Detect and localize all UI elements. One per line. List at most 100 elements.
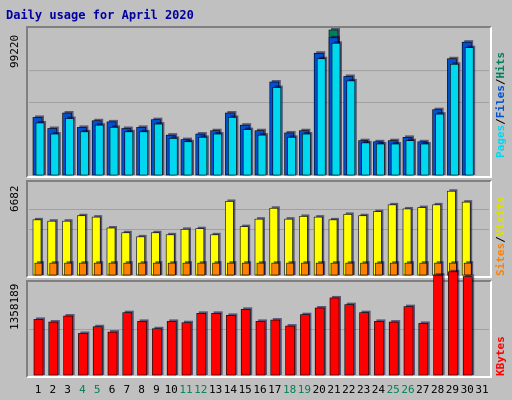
day-label-27: 27 bbox=[416, 383, 430, 396]
day-label-25: 25 bbox=[386, 383, 400, 396]
bar-kbytes-day-9 bbox=[152, 328, 162, 376]
bar-sites-day-14 bbox=[227, 262, 235, 276]
bar-pages-day-3 bbox=[65, 118, 74, 176]
bar-pages-day-6 bbox=[109, 127, 119, 176]
bar-pages-day-27 bbox=[420, 143, 430, 176]
bar-sites-day-30 bbox=[463, 262, 472, 276]
bar-pages-day-1 bbox=[35, 122, 45, 176]
bar-kbytes-day-2 bbox=[48, 321, 59, 376]
bar-sites-day-9 bbox=[153, 262, 161, 276]
bar-kbytes-day-27 bbox=[418, 323, 429, 376]
bar-pages-day-10 bbox=[168, 138, 178, 176]
bar-sites-day-19 bbox=[301, 262, 309, 276]
bar-kbytes-day-13 bbox=[211, 313, 221, 376]
day-label-17: 17 bbox=[268, 383, 282, 396]
day-label-31: 31 bbox=[475, 383, 489, 396]
day-label-5: 5 bbox=[93, 383, 101, 396]
bar-kbytes-day-18 bbox=[285, 325, 295, 376]
bar-pages-day-28 bbox=[435, 113, 444, 176]
day-label-2: 2 bbox=[49, 383, 57, 396]
bar-pages-day-12 bbox=[198, 137, 208, 176]
bar-sites-day-10 bbox=[167, 262, 176, 276]
bar-pages-day-9 bbox=[154, 123, 163, 176]
bar-sites-day-24 bbox=[375, 262, 383, 276]
day-label-6: 6 bbox=[108, 383, 116, 396]
bar-kbytes-day-1 bbox=[33, 319, 44, 376]
bar-kbytes-day-7 bbox=[122, 312, 133, 376]
day-label-26: 26 bbox=[401, 383, 415, 396]
day-label-4: 4 bbox=[79, 383, 86, 396]
bar-pages-day-4 bbox=[80, 131, 89, 176]
bar-pages-day-18 bbox=[287, 137, 296, 176]
day-label-18: 18 bbox=[282, 383, 297, 396]
bar-pages-day-22 bbox=[346, 80, 356, 176]
bar-kbytes-day-16 bbox=[255, 321, 266, 376]
bar-sites-day-12 bbox=[197, 262, 206, 276]
bar-sites-day-1 bbox=[34, 262, 43, 276]
day-label-13: 13 bbox=[208, 383, 223, 396]
bar-pages-day-21 bbox=[331, 42, 341, 176]
bar-kbytes-day-5 bbox=[92, 326, 103, 376]
bar-sites-day-17 bbox=[271, 262, 280, 276]
bar-pages-day-14 bbox=[228, 117, 237, 176]
bar-sites-day-20 bbox=[315, 262, 324, 276]
day-label-30: 30 bbox=[460, 383, 474, 396]
bar-sites-day-22 bbox=[345, 262, 354, 276]
day-label-3: 3 bbox=[64, 383, 71, 396]
bar-pages-day-11 bbox=[183, 141, 193, 176]
day-label-1: 1 bbox=[34, 383, 42, 396]
bar-kbytes-day-28 bbox=[433, 274, 443, 376]
bar-sites-day-25 bbox=[389, 262, 398, 276]
bar-sites-day-26 bbox=[404, 262, 413, 276]
bar-kbytes-day-21 bbox=[329, 297, 340, 376]
bar-pages-day-15 bbox=[242, 129, 252, 176]
bar-sites-day-11 bbox=[182, 262, 191, 276]
bar-sites-day-27 bbox=[419, 262, 428, 276]
bar-kbytes-day-17 bbox=[270, 319, 281, 376]
bar-kbytes-day-22 bbox=[344, 304, 355, 376]
bar-pages-day-17 bbox=[272, 87, 282, 176]
day-label-19: 19 bbox=[297, 383, 312, 396]
bar-kbytes-day-30 bbox=[462, 276, 473, 376]
bar-pages-day-25 bbox=[390, 143, 400, 176]
bar-kbytes-day-25 bbox=[388, 321, 399, 376]
bar-kbytes-day-6 bbox=[107, 331, 118, 376]
bar-pages-day-20 bbox=[316, 58, 326, 176]
bar-pages-day-7 bbox=[124, 131, 134, 176]
day-label-15: 15 bbox=[238, 383, 252, 396]
day-label-24: 24 bbox=[371, 383, 386, 396]
bar-pages-day-26 bbox=[405, 140, 415, 176]
bar-pages-day-23 bbox=[361, 142, 370, 176]
bar-sites-day-6 bbox=[108, 262, 117, 276]
bar-sites-day-8 bbox=[138, 262, 146, 276]
bar-kbytes-day-11 bbox=[181, 322, 192, 376]
bar-kbytes-day-8 bbox=[137, 321, 147, 376]
bar-kbytes-day-12 bbox=[196, 313, 207, 376]
bar-sites-day-4 bbox=[79, 262, 87, 276]
day-label-28: 28 bbox=[430, 383, 445, 396]
bar-pages-day-16 bbox=[257, 134, 267, 176]
day-label-16: 16 bbox=[253, 383, 267, 396]
day-label-10: 10 bbox=[164, 383, 178, 396]
bar-kbytes-day-20 bbox=[314, 307, 325, 376]
day-label-14: 14 bbox=[223, 383, 238, 396]
day-label-21: 21 bbox=[327, 383, 341, 396]
bar-kbytes-day-23 bbox=[359, 312, 369, 376]
bar-pages-day-19 bbox=[302, 133, 311, 176]
bar-kbytes-day-3 bbox=[63, 315, 73, 376]
day-label-12: 12 bbox=[194, 383, 208, 396]
day-label-22: 22 bbox=[342, 383, 356, 396]
bar-kbytes-day-29 bbox=[448, 271, 458, 376]
bar-sites-day-5 bbox=[93, 262, 102, 276]
chart-title: Daily usage for April 2020 bbox=[6, 8, 194, 22]
day-label-29: 29 bbox=[445, 383, 460, 396]
day-label-11: 11 bbox=[179, 383, 193, 396]
bar-kbytes-day-10 bbox=[166, 321, 177, 376]
bar-sites-day-21 bbox=[330, 262, 339, 276]
bar-kbytes-day-15 bbox=[240, 309, 251, 376]
bar-kbytes-day-4 bbox=[78, 333, 88, 376]
bar-sites-day-16 bbox=[256, 262, 265, 276]
bar-sites-day-7 bbox=[123, 262, 132, 276]
